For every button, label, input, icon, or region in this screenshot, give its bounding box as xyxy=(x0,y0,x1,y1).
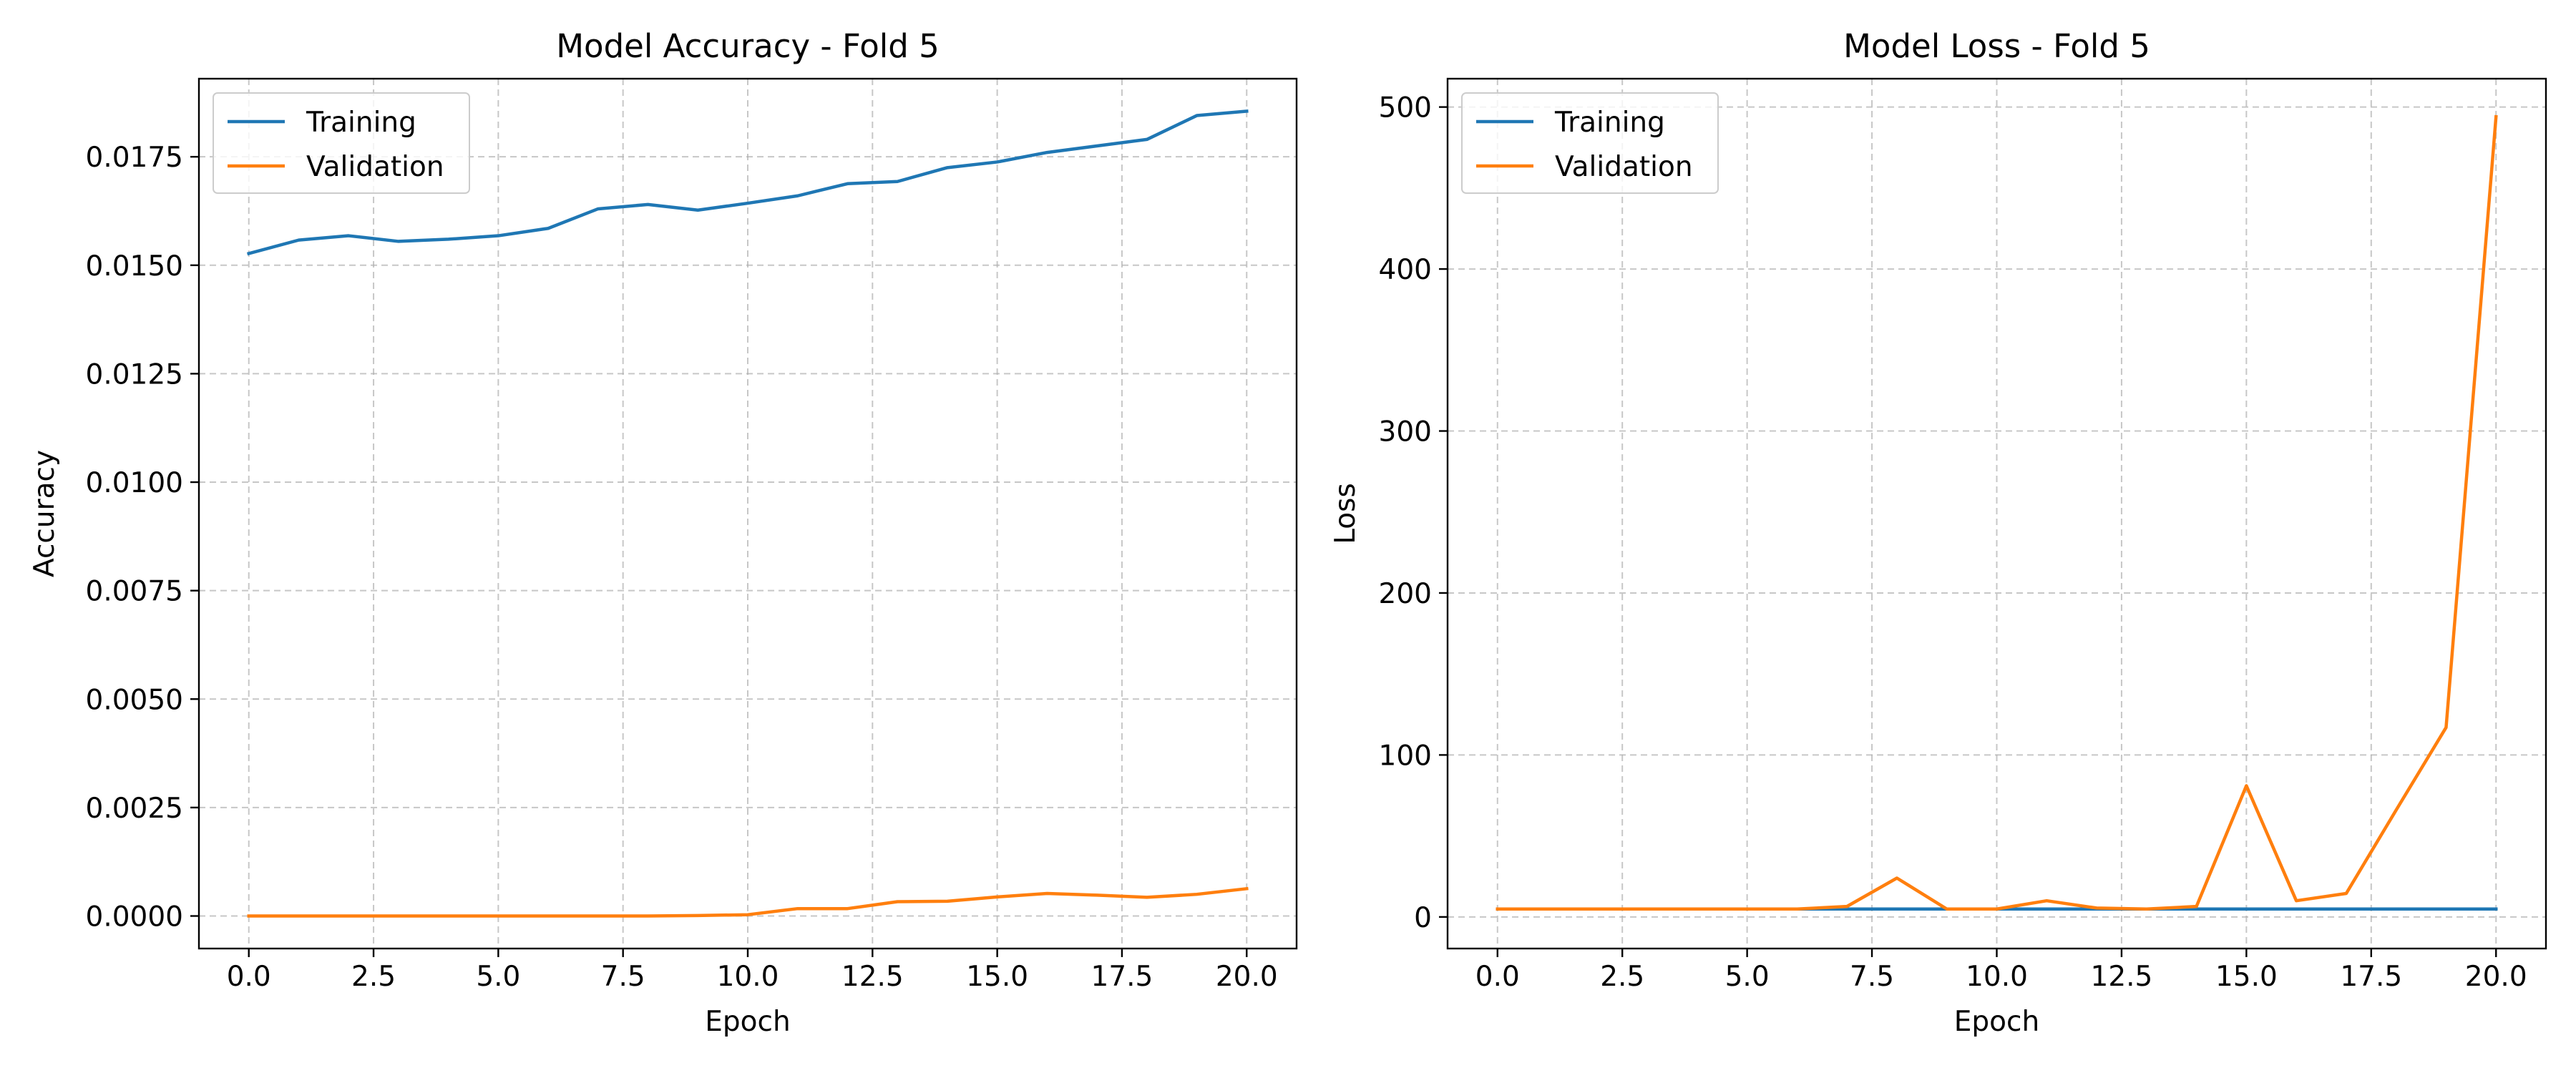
y-tick-label: 0.0175 xyxy=(86,142,183,174)
x-tick-label: 12.5 xyxy=(841,961,904,993)
x-tick-label: 12.5 xyxy=(2091,961,2153,993)
x-tick-label: 0.0 xyxy=(227,961,271,993)
chart-loss: 0.0 2.5 5.0 7.5 10.0 12.5 15.0 17.5 20.0 0 100 200 3… xyxy=(1330,27,2547,1038)
x-tick-label: 17.5 xyxy=(1091,961,1153,993)
x-tick-label: 17.5 xyxy=(2340,961,2402,993)
legend-label-training: Training xyxy=(306,107,416,139)
x-tick-label: 15.0 xyxy=(966,961,1028,993)
y-tick-label: 300 xyxy=(1379,416,1432,449)
x-tick-label: 5.0 xyxy=(1725,961,1770,993)
legend-label-validation: Validation xyxy=(1555,151,1693,183)
series-line-training xyxy=(246,109,1249,256)
y-tick-label: 0.0000 xyxy=(86,901,183,934)
y-tick-label: 0.0125 xyxy=(86,358,183,391)
x-tick-label: 2.5 xyxy=(351,961,396,993)
legend: Training Validation xyxy=(213,92,470,194)
x-tick-label: 0.0 xyxy=(1475,961,1520,993)
y-tick-label: 0 xyxy=(1414,902,1432,934)
x-axis-label: Epoch xyxy=(1954,1006,2039,1038)
x-tick-label: 7.5 xyxy=(1850,961,1894,993)
legend-box xyxy=(213,92,470,194)
y-tick-label: 0.0150 xyxy=(86,250,183,283)
chart-accuracy: 0.0 2.5 5.0 7.5 10.0 12.5 15.0 17.5 20.0 0.0000 0.… xyxy=(29,27,1298,1038)
legend: Training Validation xyxy=(1461,92,1719,194)
y-tick-label: 0.0050 xyxy=(86,684,183,716)
y-tick-label: 0.0075 xyxy=(86,576,183,608)
chart-title: Model Accuracy - Fold 5 xyxy=(556,27,940,65)
x-tick-label: 2.5 xyxy=(1600,961,1644,993)
y-tick-label: 100 xyxy=(1379,740,1432,772)
chart-title: Model Loss - Fold 5 xyxy=(1843,27,2150,65)
legend-label-validation: Validation xyxy=(306,151,444,183)
x-tick-label: 7.5 xyxy=(601,961,645,993)
y-tick-label: 400 xyxy=(1379,254,1432,286)
x-tick-label: 10.0 xyxy=(717,961,779,993)
legend-box xyxy=(1461,92,1719,194)
x-tick-label: 20.0 xyxy=(1216,961,1278,993)
x-tick-label: 10.0 xyxy=(1966,961,2028,993)
y-axis-label: Loss xyxy=(1330,483,1362,544)
x-tick-label: 5.0 xyxy=(476,961,520,993)
y-tick-label: 0.0100 xyxy=(86,467,183,499)
legend-label-training: Training xyxy=(1554,107,1665,139)
x-axis-label: Epoch xyxy=(705,1006,790,1038)
y-axis-label: Accuracy xyxy=(29,450,61,577)
y-tick-label: 0.0025 xyxy=(86,793,183,825)
y-tick-label: 500 xyxy=(1379,92,1432,124)
y-tick-label: 200 xyxy=(1379,578,1432,610)
series-line-validation xyxy=(1496,114,2498,911)
x-tick-label: 15.0 xyxy=(2215,961,2278,993)
series-line-validation xyxy=(247,886,1249,918)
x-tick-label: 20.0 xyxy=(2465,961,2527,993)
